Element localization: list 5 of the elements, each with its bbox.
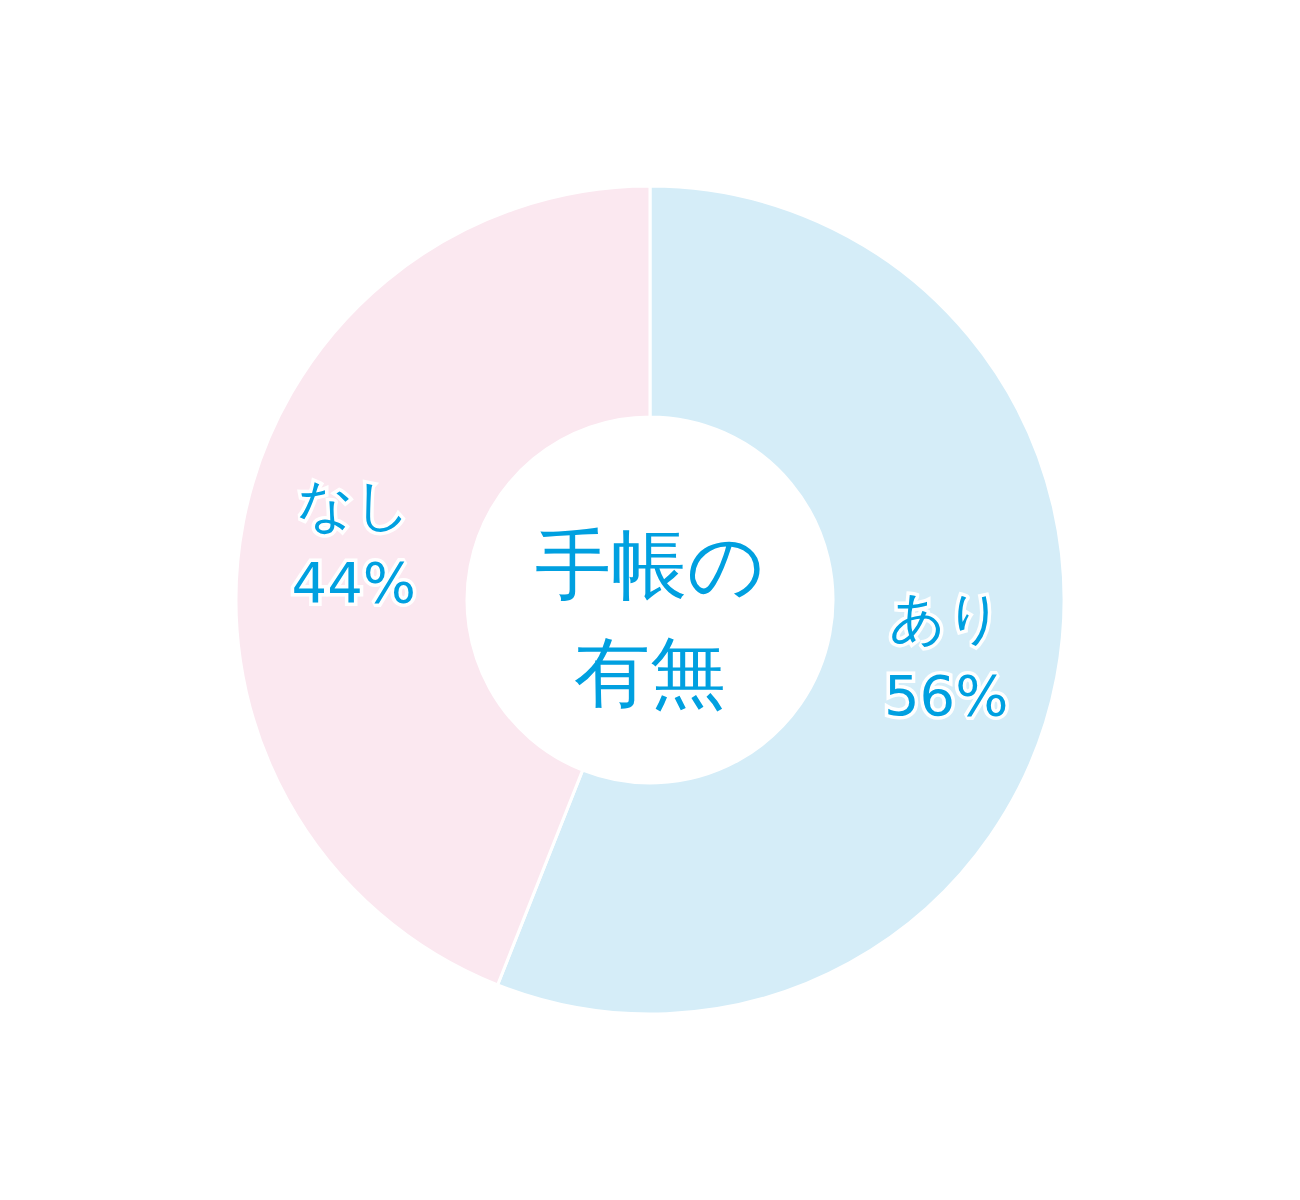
text: 手帳の有無 bbox=[535, 519, 765, 717]
slice-label: なし bbox=[296, 472, 411, 537]
data-label: 56% bbox=[883, 663, 1009, 728]
slice-label: あり bbox=[889, 585, 1004, 650]
data-label: 44% bbox=[291, 550, 417, 615]
